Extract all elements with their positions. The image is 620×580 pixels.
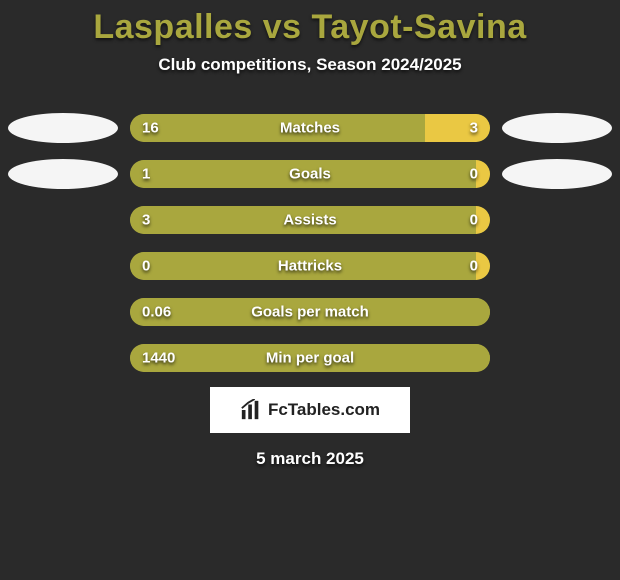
- stat-row: 1 0 Goals: [0, 151, 620, 197]
- stat-label: Assists: [283, 212, 336, 229]
- stat-bar: 16 3 Matches: [130, 114, 490, 142]
- stat-row: 1440 Min per goal: [0, 335, 620, 381]
- bar-segment-left: [130, 114, 425, 142]
- subtitle: Club competitions, Season 2024/2025: [0, 55, 620, 75]
- bar-segment-right: [425, 114, 490, 142]
- logo-text: FcTables.com: [268, 400, 380, 420]
- stat-row: 3 0 Assists: [0, 197, 620, 243]
- stat-label: Goals per match: [251, 304, 369, 321]
- chart-icon: [240, 399, 262, 421]
- stat-row: 0.06 Goals per match: [0, 289, 620, 335]
- stat-bar: 1 0 Goals: [130, 160, 490, 188]
- stat-value-left: 0: [142, 258, 150, 275]
- stat-bar: 0 0 Hattricks: [130, 252, 490, 280]
- stat-value-left: 0.06: [142, 304, 171, 321]
- stat-row: 16 3 Matches: [0, 105, 620, 151]
- stat-label: Matches: [280, 120, 340, 137]
- player-avatar-placeholder-right: [502, 113, 612, 143]
- stat-bar: 0.06 Goals per match: [130, 298, 490, 326]
- stat-row: 0 0 Hattricks: [0, 243, 620, 289]
- stat-value-right: 0: [470, 212, 478, 229]
- stat-value-right: 3: [470, 120, 478, 137]
- stat-value-left: 3: [142, 212, 150, 229]
- stat-value-right: 0: [470, 258, 478, 275]
- logo-box[interactable]: FcTables.com: [210, 387, 410, 433]
- date-label: 5 march 2025: [0, 449, 620, 469]
- infographic-container: Laspalles vs Tayot-Savina Club competiti…: [0, 0, 620, 469]
- stat-bar: 3 0 Assists: [130, 206, 490, 234]
- stat-label: Min per goal: [266, 350, 354, 367]
- stat-value-right: 0: [470, 166, 478, 183]
- player-avatar-placeholder-left: [8, 113, 118, 143]
- stat-bar: 1440 Min per goal: [130, 344, 490, 372]
- stat-value-left: 1: [142, 166, 150, 183]
- page-title: Laspalles vs Tayot-Savina: [0, 8, 620, 47]
- player-avatar-placeholder-left: [8, 159, 118, 189]
- stat-value-left: 16: [142, 120, 159, 137]
- stat-value-left: 1440: [142, 350, 175, 367]
- stat-bars: 16 3 Matches 1 0 Goals 3 0 Assists 0 0 Hattricks 0.0…: [0, 105, 620, 381]
- stat-label: Hattricks: [278, 258, 342, 275]
- stat-label: Goals: [289, 166, 331, 183]
- player-avatar-placeholder-right: [502, 159, 612, 189]
